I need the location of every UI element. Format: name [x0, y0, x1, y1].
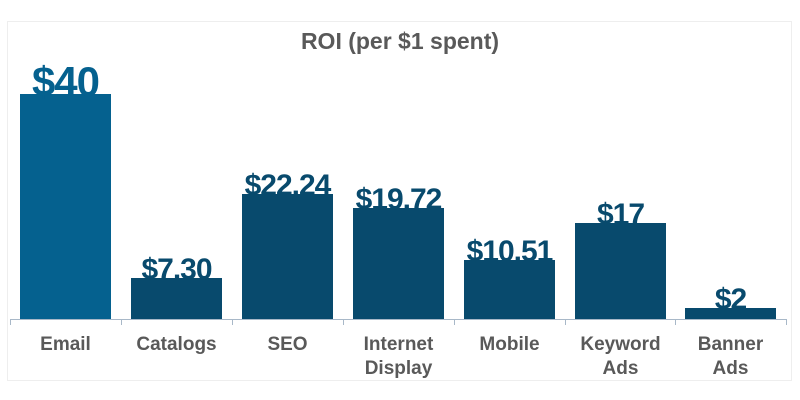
bar-seo [242, 194, 333, 319]
bar-catalogs [131, 278, 222, 319]
x-axis-tick [454, 319, 455, 325]
x-axis-tick [232, 319, 233, 325]
x-axis-tick [121, 319, 122, 325]
category-label: Mobile [479, 334, 540, 355]
value-label: $40 [31, 58, 100, 106]
bar-keyword-ads [575, 223, 666, 319]
value-label: $7.30 [141, 252, 212, 286]
bar-banner-ads [685, 308, 776, 319]
category-label: Banner Ads [697, 334, 764, 379]
x-axis-tick [675, 319, 676, 325]
x-axis-tick [343, 319, 344, 325]
chart-title: ROI (per $1 spent) [300, 28, 500, 54]
chart-frame [7, 21, 792, 381]
value-label: $10.51 [466, 234, 554, 268]
x-axis-tick [786, 319, 787, 325]
category-label: Internet Display [363, 334, 434, 379]
x-axis-tick [10, 319, 11, 325]
bar-internet-display [353, 208, 444, 319]
value-label: $19.72 [355, 182, 443, 216]
bar-email [20, 94, 111, 319]
category-label: Keyword Ads [580, 334, 661, 379]
value-label: $17 [596, 197, 645, 231]
value-label: $22.24 [244, 168, 332, 202]
category-label: Email [40, 334, 91, 355]
x-axis-tick [565, 319, 566, 325]
category-label: SEO [267, 334, 308, 355]
category-label: Catalogs [136, 334, 217, 355]
value-label: $2 [714, 282, 747, 316]
bar-mobile [464, 260, 555, 319]
x-axis [10, 319, 787, 320]
